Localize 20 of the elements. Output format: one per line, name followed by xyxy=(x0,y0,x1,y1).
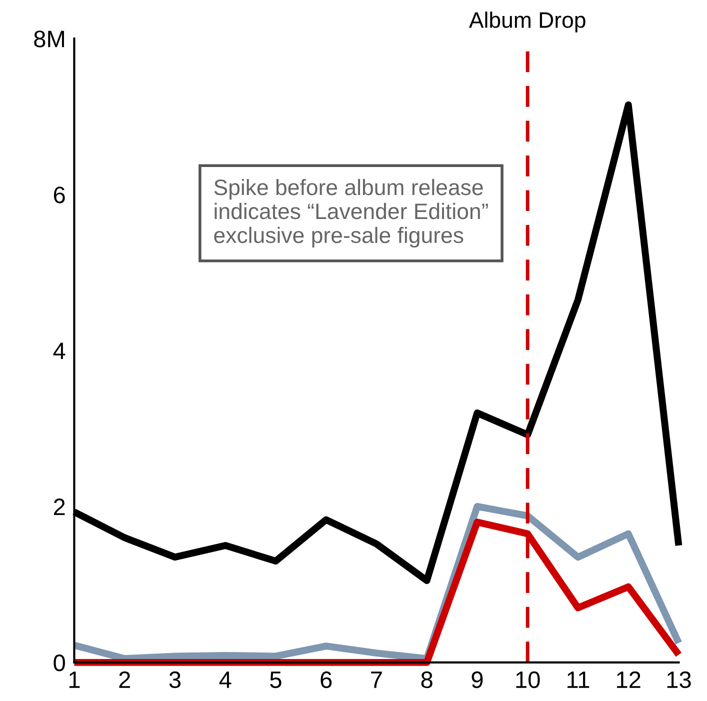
y-tick-label: 4 xyxy=(53,342,66,360)
x-tick-label: 2 xyxy=(119,671,130,688)
y-tick-label: 2 xyxy=(54,498,65,516)
x-tick-label: 9 xyxy=(472,671,483,688)
x-tick-label: 3 xyxy=(169,671,181,688)
annotation: Spike before album release indicates “Lavender Edition” exclusive pre-sale figures xyxy=(214,178,488,248)
x-tick-label: 8 xyxy=(421,671,432,688)
x-tick-label: 7 xyxy=(371,672,382,688)
x-tick-label: 1 xyxy=(69,672,80,688)
y-tick-label: 6 xyxy=(54,186,65,204)
x-tick-label: 4 xyxy=(219,672,232,688)
x-tick-label: 5 xyxy=(270,672,282,688)
x-tick-label: 10 xyxy=(516,671,540,688)
x-tick-label: 6 xyxy=(320,671,332,688)
ref-line-label: Album Drop xyxy=(468,12,586,32)
x-tick-label: 13 xyxy=(667,671,691,688)
y-tick-label: 8M xyxy=(34,30,64,48)
y-tick-label: 0 xyxy=(54,654,65,672)
x-tick-label: 12 xyxy=(617,671,640,688)
x-tick-label: 11 xyxy=(568,672,590,688)
